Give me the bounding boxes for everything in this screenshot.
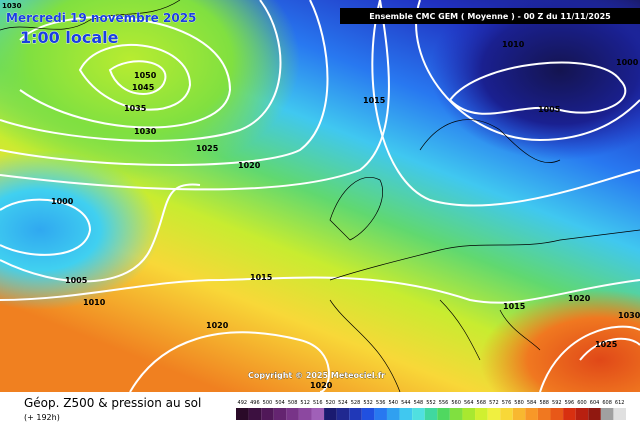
isobar-label: 1025 [196, 144, 219, 153]
colorbar-label: 492 [238, 400, 248, 406]
colorbar-label: 608 [602, 400, 612, 406]
isobar-label: 1030 [618, 311, 640, 320]
colorbar-label: 500 [263, 400, 273, 406]
colorbar-cell [399, 408, 413, 420]
colorbar-cell [311, 408, 325, 420]
field-blob [0, 150, 160, 310]
isobar-label: 1015 [503, 302, 526, 311]
colorbar-label: 572 [489, 400, 499, 406]
colorbar-cell [563, 408, 576, 420]
colorbar-label: 600 [577, 400, 587, 406]
colorbar-cell [248, 408, 262, 420]
footer-lead: (+ 192h) [24, 413, 60, 422]
colorbar-cell [349, 408, 362, 420]
colorbar-label: 588 [539, 400, 549, 406]
colorbar-cell [537, 408, 551, 420]
colorbar-cell [424, 408, 438, 420]
colorbar-cell [324, 408, 337, 420]
colorbar-label: 524 [338, 400, 348, 406]
isobar-label: 1020 [310, 381, 333, 390]
colorbar-cell [462, 408, 476, 420]
isobar-label: 1020 [238, 161, 261, 170]
colorbar-cell [336, 408, 350, 420]
isobars [0, 0, 640, 392]
colorbar-label: 552 [426, 400, 436, 406]
footer-title: Géop. Z500 & pression au sol [24, 396, 201, 410]
isobar-label: 1005 [65, 276, 88, 285]
colorbar-cell [487, 408, 501, 420]
colorbar-cell [386, 408, 400, 420]
colorbar-cell [550, 408, 564, 420]
copyright: Copyright © 2025 Meteociel.fr [248, 371, 385, 380]
colorbar-cell [374, 408, 387, 420]
colorbar-cell [600, 408, 614, 420]
colorbar-label: 508 [288, 400, 298, 406]
colorbar-cell [412, 408, 425, 420]
coastlines [0, 0, 640, 393]
colorbar: 492 496 500 504 508 512 516 520 524 528 532 536 540 5… [236, 400, 626, 420]
colorbar-cell [575, 408, 589, 420]
isobar-label: 1025 [595, 340, 618, 349]
isobar-label: 1050 [134, 71, 157, 80]
colorbar-label: 544 [401, 400, 411, 406]
colorbar-label: 568 [477, 400, 487, 406]
colorbar-label: 512 [300, 400, 310, 406]
colorbar-cell [437, 408, 450, 420]
colorbar-label: 576 [502, 400, 512, 406]
isobar-label: 1005 [538, 105, 561, 114]
colorbar-label: 564 [464, 400, 474, 406]
colorbar-cell [525, 408, 538, 420]
time-title: 1:00 locale [20, 28, 119, 47]
colorbar-label: 496 [250, 400, 260, 406]
colorbar-label: 612 [615, 400, 625, 406]
colorbar-label: 532 [363, 400, 373, 406]
colorbar-label: 560 [451, 400, 461, 406]
colorbar-cell [475, 408, 488, 420]
colorbar-cell [286, 408, 299, 420]
model-banner [340, 8, 640, 24]
isobar-label: 1015 [250, 273, 273, 282]
colorbar-label: 604 [590, 400, 600, 406]
isobar-label: 1010 [83, 298, 106, 307]
isobar-label: 1045 [132, 83, 155, 92]
colorbar-label: 548 [414, 400, 424, 406]
colorbar-cell [449, 408, 463, 420]
colorbar-label: 536 [376, 400, 386, 406]
colorbar-cell [613, 408, 626, 420]
date-title: Mercredi 19 novembre 2025 [6, 11, 196, 25]
isobar-label: 1030 [134, 127, 157, 136]
field-blob [430, 0, 640, 160]
isobar-label: 1020 [568, 294, 591, 303]
colorbar-label: 540 [388, 400, 398, 406]
isobar-label: 1000 [51, 197, 74, 206]
colorbar-label: 528 [351, 400, 361, 406]
colorbar-cell [512, 408, 526, 420]
colorbar-cell [500, 408, 513, 420]
colorbar-cell [588, 408, 601, 420]
colorbar-label: 596 [565, 400, 575, 406]
model-text: Ensemble CMC GEM ( Moyenne ) - 00 Z du 1… [369, 12, 611, 21]
isobar-label: 1015 [363, 96, 386, 105]
colorbar-label: 584 [527, 400, 537, 406]
isobar-label: 1010 [502, 40, 525, 49]
isobar-label: 1000 [616, 58, 639, 67]
colorbar-label: 592 [552, 400, 562, 406]
colorbar-cell [273, 408, 287, 420]
colorbar-label: 504 [275, 400, 285, 406]
isobar-label: 1020 [206, 321, 229, 330]
colorbar-cell [261, 408, 274, 420]
colorbar-cell [361, 408, 375, 420]
colorbar-label: 520 [326, 400, 336, 406]
isobar-label: 1030 [2, 2, 22, 10]
colorbar-label: 556 [439, 400, 449, 406]
colorbar-label: 516 [313, 400, 323, 406]
colorbar-cell [236, 408, 249, 420]
colorbar-cell [298, 408, 312, 420]
isobar-label: 1035 [124, 104, 147, 113]
colorbar-label: 580 [514, 400, 524, 406]
